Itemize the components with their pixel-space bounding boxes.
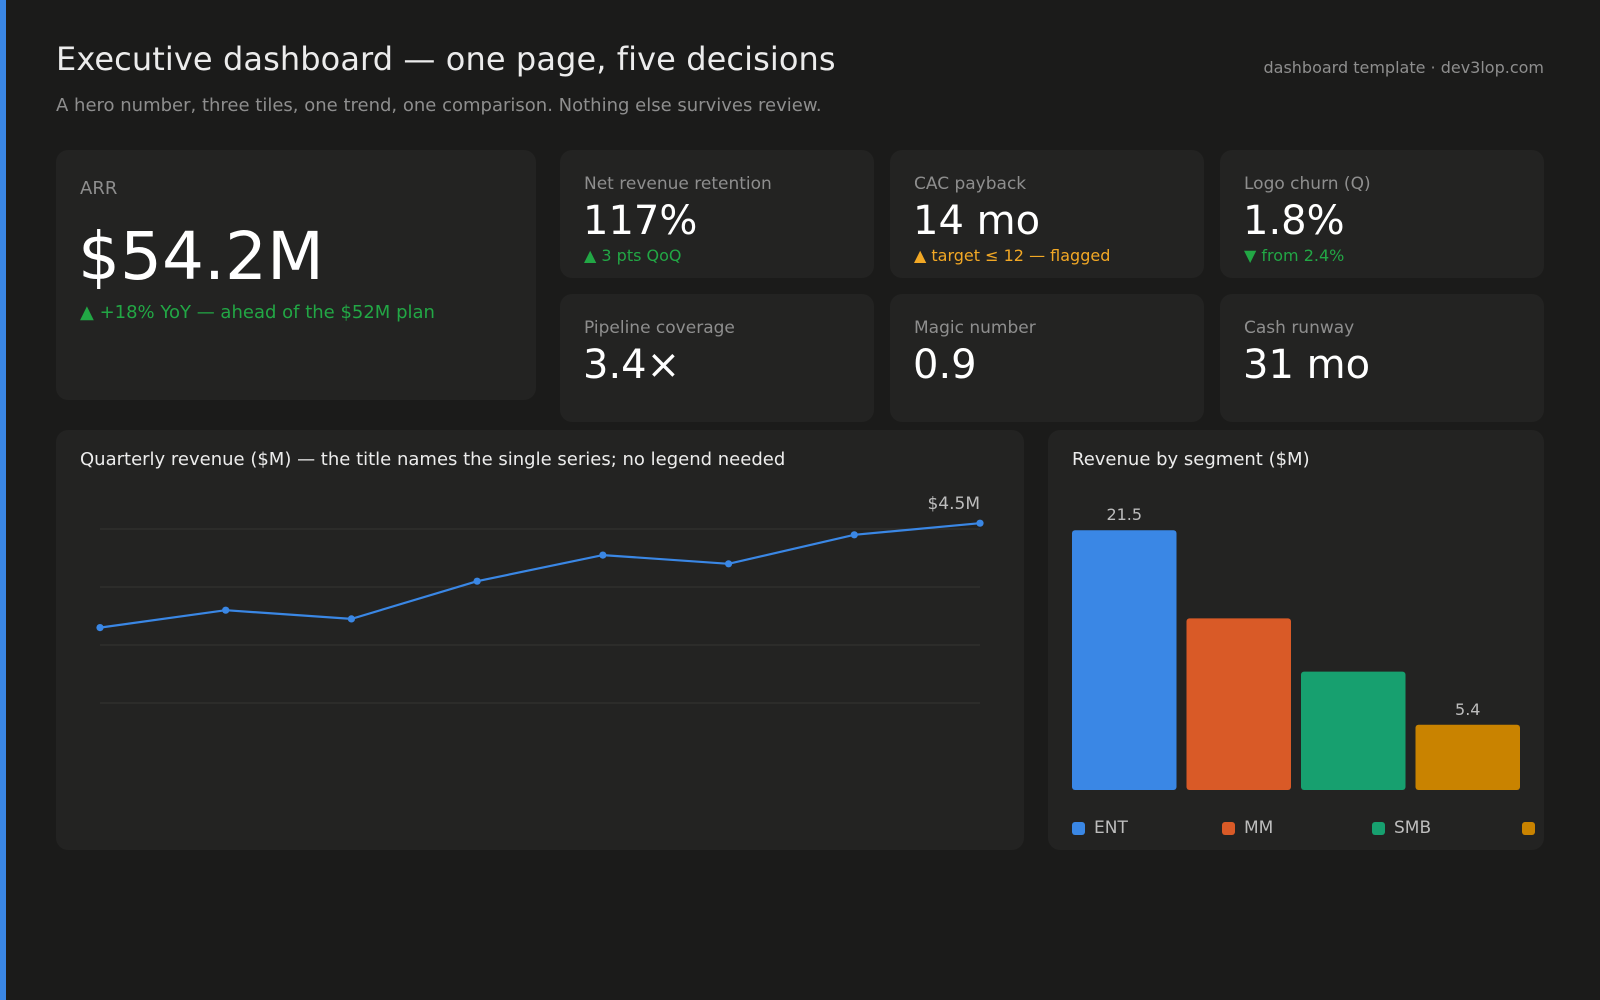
data-point bbox=[96, 624, 104, 632]
tile-value: 117% bbox=[583, 198, 698, 244]
legend-label: SMB bbox=[1394, 818, 1432, 838]
bar-ent bbox=[1072, 530, 1177, 790]
legend-swatch bbox=[1222, 821, 1235, 835]
tile-label: CAC payback bbox=[914, 174, 1027, 194]
header: Executive dashboard — one page, five dec… bbox=[56, 40, 1544, 120]
accent-bar bbox=[0, 0, 6, 1000]
tile-logo-churn: Logo churn (Q) 1.8% ▼ from 2.4% bbox=[1220, 150, 1544, 278]
bar-mm bbox=[1186, 618, 1291, 790]
line-chart: $4.5M bbox=[96, 494, 984, 704]
tile-net-revenue-retention: Net revenue retention 117% ▲ 3 pts QoQ bbox=[560, 150, 874, 278]
hero-label: ARR bbox=[80, 178, 118, 199]
legend-item: MM bbox=[1222, 818, 1273, 838]
bar-smb bbox=[1301, 671, 1406, 790]
tile-label: Logo churn (Q) bbox=[1244, 174, 1371, 194]
bar-chart-title: Revenue by segment ($M) bbox=[1072, 449, 1310, 470]
tile-label: Cash runway bbox=[1244, 318, 1355, 338]
bar-data-label: 5.4 bbox=[1455, 700, 1480, 719]
data-point bbox=[976, 519, 984, 527]
hero-value: $54.2M bbox=[78, 218, 324, 295]
page-title: Executive dashboard — one page, five dec… bbox=[56, 40, 836, 78]
tile-cash-runway: Cash runway 31 mo bbox=[1220, 294, 1544, 422]
hero-card: ARR $54.2M ▲ +18% YoY — ahead of the $52… bbox=[56, 150, 536, 400]
tile-label: Net revenue retention bbox=[584, 174, 772, 194]
legend-swatch bbox=[1522, 821, 1535, 835]
data-point bbox=[724, 560, 733, 568]
series-line bbox=[99, 522, 981, 629]
tile-magic-number: Magic number 0.9 bbox=[890, 294, 1204, 422]
tile-cac-payback: CAC payback 14 mo ▲ target ≤ 12 — flagge… bbox=[890, 150, 1204, 278]
bar-chart: 21.5 5.4 bbox=[1072, 505, 1520, 790]
hero-delta: ▲ +18% YoY — ahead of the $52M plan bbox=[80, 302, 435, 323]
legend-item: Self-se bbox=[1522, 818, 1542, 838]
bar-self-se bbox=[1415, 724, 1520, 790]
data-point bbox=[599, 551, 607, 559]
tile-value: 14 mo bbox=[913, 198, 1041, 244]
data-point bbox=[222, 606, 230, 614]
legend-label: ENT bbox=[1094, 818, 1128, 838]
legend-item: ENT bbox=[1072, 818, 1128, 838]
tile-label: Pipeline coverage bbox=[584, 318, 735, 338]
data-point bbox=[473, 577, 481, 585]
end-value-label: $4.5M bbox=[927, 494, 980, 514]
tile-pipeline-coverage: Pipeline coverage 3.4× bbox=[560, 294, 874, 422]
tile-delta: ▲ 3 pts QoQ bbox=[584, 246, 682, 265]
source-credit: dashboard template · dev3lop.com bbox=[1263, 58, 1544, 77]
quarterly-revenue-chart-card: Quarterly revenue ($M) — the title names… bbox=[56, 430, 1024, 850]
data-point bbox=[347, 615, 356, 623]
page-subtitle: A hero number, three tiles, one trend, o… bbox=[56, 95, 822, 116]
line-chart-title: Quarterly revenue ($M) — the title names… bbox=[80, 449, 786, 470]
data-point bbox=[850, 531, 858, 539]
tile-label: Magic number bbox=[914, 318, 1036, 338]
tile-value: 1.8% bbox=[1243, 198, 1345, 244]
revenue-by-segment-chart-card: Revenue by segment ($M) 21.5 5.4 ENT MM SMB… bbox=[1048, 430, 1544, 850]
bar-chart-legend: ENT MM SMB Self-se bbox=[1072, 818, 1542, 842]
bar-data-label: 21.5 bbox=[1106, 505, 1142, 524]
legend-swatch bbox=[1072, 821, 1085, 835]
tile-value: 0.9 bbox=[913, 342, 977, 388]
tile-value: 3.4× bbox=[583, 342, 681, 388]
legend-item: SMB bbox=[1372, 818, 1431, 838]
tile-delta: ▼ from 2.4% bbox=[1244, 246, 1345, 265]
tile-value: 31 mo bbox=[1243, 342, 1371, 388]
legend-label: MM bbox=[1244, 818, 1274, 838]
tile-delta: ▲ target ≤ 12 — flagged bbox=[914, 246, 1111, 265]
legend-swatch bbox=[1372, 821, 1385, 835]
